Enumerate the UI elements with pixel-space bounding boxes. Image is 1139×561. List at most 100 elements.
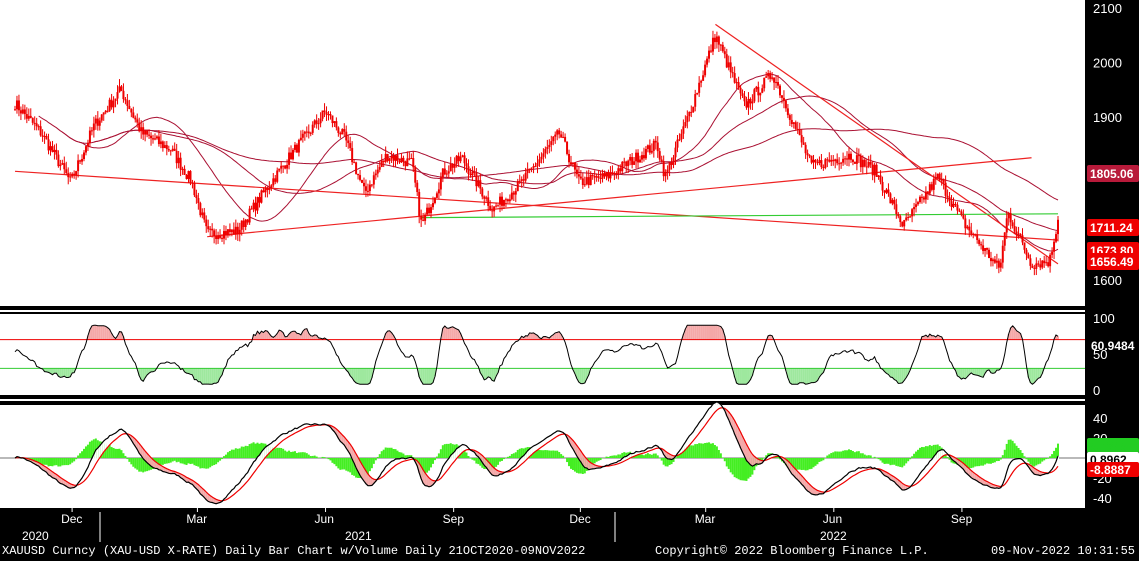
price-bar-body	[794, 122, 797, 129]
price-bar-body	[428, 207, 431, 214]
price-bar-body	[518, 180, 521, 182]
price-bar-body	[654, 140, 657, 143]
price-label-text: 1711.24	[1090, 221, 1133, 235]
price-bar-body	[441, 168, 444, 178]
price-bar-body	[92, 123, 95, 131]
price-bar-body	[23, 109, 26, 115]
price-bar-body	[388, 158, 391, 161]
price-bar-body	[475, 172, 478, 187]
price-bar-body	[668, 162, 671, 170]
price-bar-body	[307, 131, 310, 134]
price-bar-body	[526, 169, 529, 174]
price-bar-body	[522, 179, 525, 181]
price-bar-body	[566, 141, 569, 154]
price-bar-body	[96, 118, 99, 126]
price-bar-body	[954, 203, 957, 205]
price-bar-body	[562, 136, 565, 138]
price-bar-body	[175, 150, 178, 164]
price-bar-body	[124, 99, 127, 101]
price-bar-body	[497, 204, 500, 206]
price-bar-body	[974, 234, 977, 236]
price-bar-body	[755, 86, 758, 90]
price-bar-body	[445, 173, 448, 175]
price-bar-body	[986, 248, 989, 250]
price-bar-body	[493, 206, 496, 212]
price-bar-body	[1039, 264, 1042, 268]
price-bar-body	[623, 161, 626, 163]
price-bar-body	[138, 122, 141, 132]
price-bar-body	[17, 100, 20, 111]
price-bar-body	[280, 165, 283, 169]
price-bar-body	[816, 162, 819, 164]
price-bar-body	[130, 109, 133, 113]
price-bar-body	[911, 209, 914, 217]
price-bar-body	[1025, 249, 1028, 255]
price-bar-body	[248, 208, 251, 223]
bloomberg-chart: 1600180019002000210017001805.061711.2416…	[0, 0, 1139, 542]
price-bar-body	[1029, 258, 1032, 266]
price-bar-body	[568, 153, 571, 163]
price-bar-body	[747, 98, 750, 108]
price-bar-body	[918, 196, 921, 203]
price-bar-body	[739, 87, 742, 94]
price-bar-body	[1019, 233, 1022, 236]
price-bar-body	[777, 82, 780, 86]
price-bar-body	[433, 197, 436, 204]
price-bar-body	[999, 262, 1002, 268]
price-bar-body	[1035, 263, 1038, 269]
price-tick-label: 2000	[1093, 55, 1122, 70]
price-bar-body	[319, 118, 322, 124]
price-bar-body	[67, 173, 70, 178]
price-bar-body	[534, 166, 537, 168]
price-bar-body	[418, 192, 421, 216]
price-bar-body	[215, 236, 218, 240]
price-bar-body	[516, 180, 519, 192]
price-bar-body	[956, 204, 959, 211]
price-bar-body	[179, 157, 182, 170]
timestamp: 09-Nov-2022 10:31:55	[990, 544, 1135, 558]
price-bar-body	[721, 44, 724, 52]
price-bar-body	[122, 90, 125, 100]
price-bar-body	[834, 159, 837, 162]
price-bar-body	[209, 228, 212, 230]
price-bar-body	[378, 166, 381, 170]
price-bar-body	[104, 110, 107, 113]
panel-divider-line	[0, 310, 1085, 312]
price-bar-body	[341, 129, 344, 135]
price-bar-body	[1007, 213, 1010, 219]
price-bar-body	[293, 144, 296, 150]
price-bar-body	[989, 258, 992, 262]
price-bar-body	[461, 155, 464, 157]
price-bar-body	[891, 199, 894, 204]
price-bar-body	[666, 169, 669, 173]
price-bar-body	[991, 259, 994, 262]
price-bar-body	[536, 162, 539, 167]
price-bar-body	[485, 197, 488, 199]
price-bar-body	[73, 173, 76, 176]
price-bar-body	[1051, 251, 1054, 255]
price-bar-body	[577, 174, 580, 177]
price-bar-body	[745, 101, 748, 108]
price-bar-body	[467, 166, 470, 174]
price-bar-body	[840, 162, 843, 164]
price-bar-body	[692, 106, 695, 112]
price-bar-body	[826, 159, 829, 161]
price-bar-body	[962, 214, 965, 219]
price-bar-body	[848, 153, 851, 160]
price-bar-body	[49, 146, 52, 151]
price-bar-body	[45, 135, 48, 140]
price-bar-body	[274, 178, 277, 182]
price-bar-body	[828, 159, 831, 162]
price-bar-body	[299, 137, 302, 140]
price-bar-body	[362, 182, 365, 187]
price-bar-body	[958, 210, 961, 212]
price-bar-body	[1041, 260, 1044, 268]
price-bar-body	[814, 159, 817, 163]
price-bar-body	[719, 44, 722, 46]
price-bar-body	[743, 95, 746, 102]
price-bar-body	[181, 168, 184, 170]
rsi-tick-label: 50	[1093, 347, 1107, 362]
price-bar-body	[863, 159, 866, 167]
price-bar-body	[637, 152, 640, 163]
price-bar-body	[14, 109, 16, 111]
